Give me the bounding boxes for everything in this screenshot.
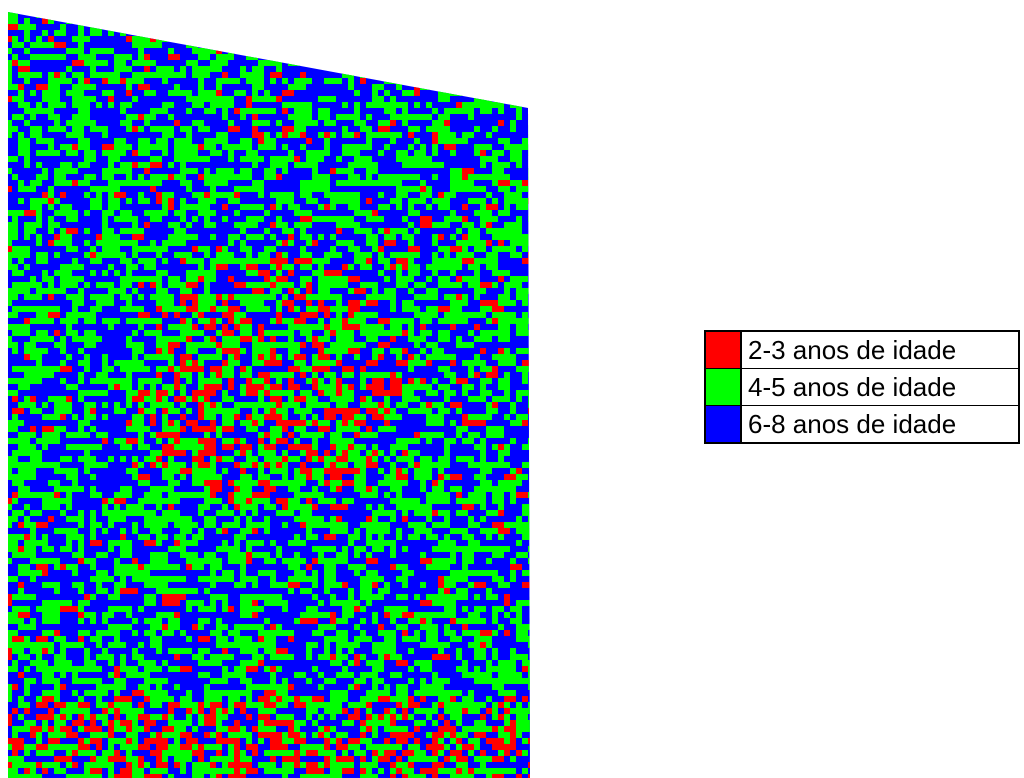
map-legend: 2-3 anos de idade 4-5 anos de idade 6-8 …: [704, 330, 1020, 444]
legend-item-4-5: 4-5 anos de idade: [706, 368, 1018, 405]
legend-swatch-blue: [706, 406, 742, 442]
legend-label: 6-8 anos de idade: [748, 409, 957, 439]
legend-label: 4-5 anos de idade: [748, 372, 957, 402]
legend-swatch-green: [706, 369, 742, 405]
legend-item-2-3: 2-3 anos de idade: [706, 332, 1018, 368]
legend-label: 2-3 anos de idade: [748, 335, 957, 365]
legend-item-6-8: 6-8 anos de idade: [706, 405, 1018, 442]
legend-swatch-red: [706, 332, 742, 368]
